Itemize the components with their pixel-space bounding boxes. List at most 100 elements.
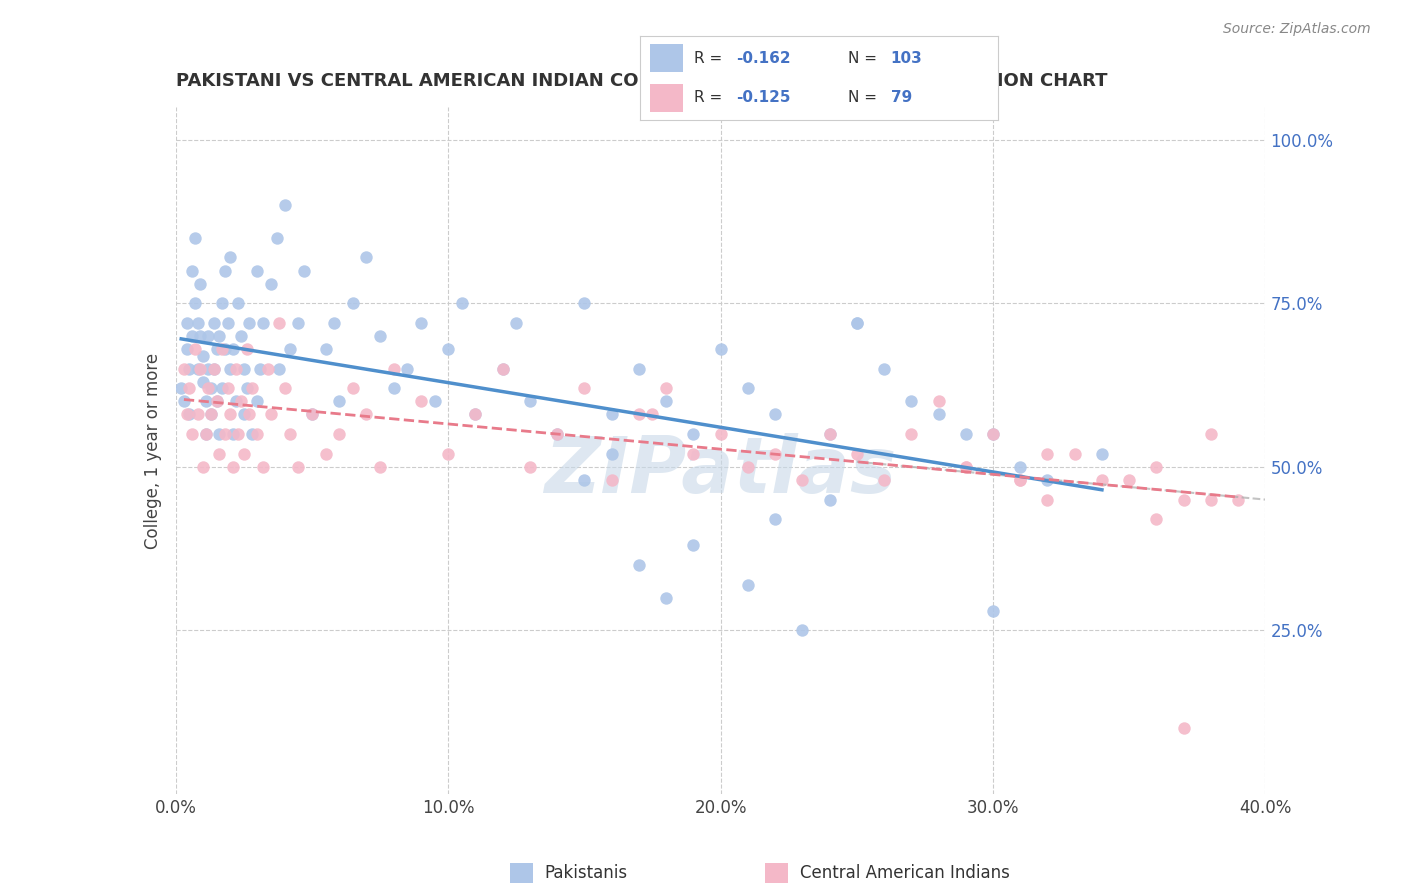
Point	[246, 263, 269, 277]
Point	[219, 408, 242, 422]
Point	[1036, 447, 1059, 461]
Point	[252, 316, 274, 330]
Point	[737, 577, 759, 591]
Point	[464, 408, 486, 422]
Point	[188, 277, 211, 291]
Point	[179, 408, 201, 422]
Point	[818, 427, 841, 442]
Text: Source: ZipAtlas.com: Source: ZipAtlas.com	[1223, 22, 1371, 37]
Point	[981, 604, 1004, 618]
Text: R =: R =	[693, 90, 727, 105]
Point	[1091, 473, 1114, 487]
Point	[202, 361, 225, 376]
Point	[574, 381, 596, 395]
Point	[274, 198, 297, 212]
Point	[191, 459, 214, 474]
Point	[655, 394, 678, 409]
Point	[627, 361, 650, 376]
Point	[423, 394, 446, 409]
Point	[246, 394, 269, 409]
Point	[505, 316, 527, 330]
Point	[627, 558, 650, 572]
Point	[188, 361, 211, 376]
Point	[200, 381, 222, 395]
Text: N =: N =	[848, 90, 882, 105]
Text: 79: 79	[891, 90, 912, 105]
Point	[1010, 459, 1032, 474]
Point	[315, 447, 337, 461]
Point	[274, 381, 297, 395]
Point	[232, 408, 254, 422]
Point	[173, 394, 195, 409]
Point	[269, 316, 291, 330]
Point	[219, 251, 242, 265]
Point	[710, 342, 733, 356]
Point	[246, 427, 269, 442]
Point	[1010, 473, 1032, 487]
Point	[238, 408, 260, 422]
Point	[205, 394, 228, 409]
Point	[222, 459, 245, 474]
Point	[1010, 473, 1032, 487]
Point	[240, 381, 263, 395]
Text: R =: R =	[693, 51, 727, 66]
Point	[225, 361, 247, 376]
Bar	[765, 863, 789, 883]
Point	[1144, 459, 1167, 474]
Point	[1036, 492, 1059, 507]
Point	[328, 427, 350, 442]
Point	[194, 427, 217, 442]
Point	[710, 427, 733, 442]
Point	[682, 447, 704, 461]
Point	[278, 342, 301, 356]
Point	[219, 361, 242, 376]
Point	[600, 408, 623, 422]
Point	[292, 263, 315, 277]
Point	[186, 361, 209, 376]
Point	[682, 427, 704, 442]
Point	[214, 427, 236, 442]
Point	[627, 408, 650, 422]
Point	[792, 473, 814, 487]
Point	[184, 231, 207, 245]
Point	[222, 342, 245, 356]
Point	[301, 408, 323, 422]
Point	[260, 408, 283, 422]
Point	[252, 459, 274, 474]
Point	[682, 538, 704, 552]
Point	[194, 427, 217, 442]
Point	[546, 427, 568, 442]
Point	[217, 316, 239, 330]
Point	[342, 296, 364, 310]
Point	[763, 512, 786, 526]
Point	[278, 427, 301, 442]
Point	[1173, 492, 1195, 507]
Point	[737, 381, 759, 395]
Point	[641, 408, 664, 422]
Point	[845, 316, 868, 330]
Point	[176, 408, 198, 422]
Point	[197, 361, 219, 376]
Point	[1173, 722, 1195, 736]
Point	[763, 447, 786, 461]
Point	[191, 349, 214, 363]
Point	[205, 342, 228, 356]
Point	[356, 408, 378, 422]
Point	[205, 394, 228, 409]
Point	[211, 342, 233, 356]
Point	[368, 329, 391, 343]
Bar	[651, 44, 683, 72]
Point	[900, 394, 922, 409]
Point	[266, 231, 288, 245]
Text: ZIPatlas: ZIPatlas	[544, 433, 897, 509]
Point	[1199, 427, 1222, 442]
Point	[437, 447, 460, 461]
Text: N =: N =	[848, 51, 882, 66]
Point	[217, 381, 239, 395]
Point	[186, 316, 209, 330]
Point	[200, 408, 222, 422]
Point	[900, 427, 922, 442]
Point	[197, 329, 219, 343]
Point	[845, 447, 868, 461]
Point	[873, 361, 896, 376]
